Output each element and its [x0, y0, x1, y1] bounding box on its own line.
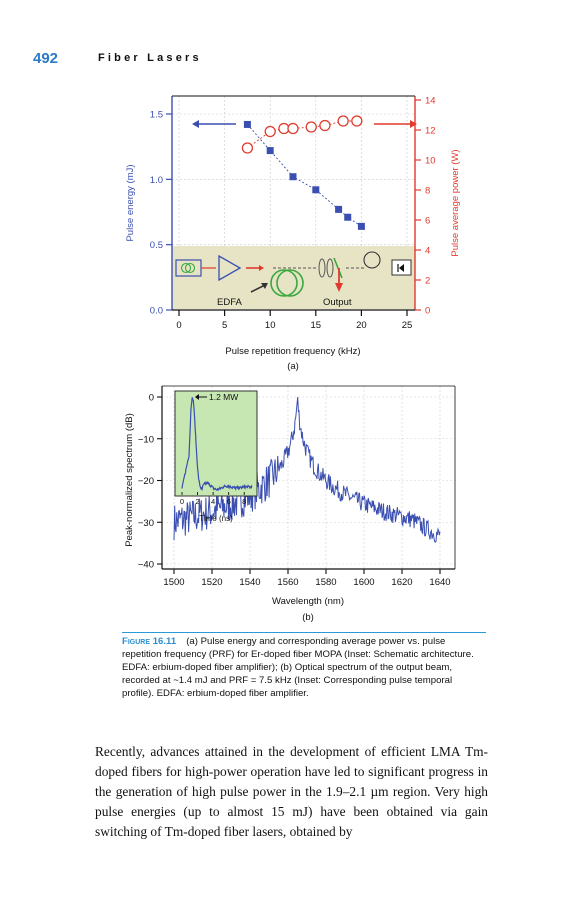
inset-x-label: Time (ns) — [199, 514, 233, 523]
amplifier-triangle-icon — [218, 254, 242, 282]
data-point-circle — [319, 119, 331, 132]
right-series-arrow-icon — [410, 120, 417, 128]
y2-tick-label: 4 — [425, 246, 430, 257]
x-axis-label: Wavelength (nm) — [272, 596, 344, 607]
y2-tick-label: 8 — [425, 186, 430, 197]
inset-ticks: 0 2 4 6 8 — [180, 492, 246, 506]
edfa-pointer-arrow-icon — [261, 283, 268, 289]
x-tick-label: 10 — [265, 320, 276, 331]
y2-tick-label: 10 — [425, 156, 436, 167]
inset-label-output: Output — [323, 297, 352, 308]
seed-coil-icon — [180, 262, 192, 274]
x-tick-label: 25 — [402, 320, 413, 331]
inset-schematic-background — [172, 246, 415, 309]
inset-label-edfa: EDFA — [217, 297, 242, 308]
left-series-arrow-icon — [192, 120, 199, 128]
running-title: Fiber Lasers — [98, 52, 202, 64]
inset-x-tick-label: 8 — [242, 497, 246, 506]
data-point-circle — [264, 125, 276, 138]
data-point-square — [312, 186, 320, 194]
inset-x-tick-label: 4 — [211, 497, 215, 506]
y2-tick-label: 2 — [425, 276, 430, 287]
x-tick-label: 1540 — [239, 577, 260, 588]
y-tick-label: 1.5 — [150, 110, 163, 121]
x-tick-label: 1500 — [163, 577, 184, 588]
inset-schematic: EDFA Output — [175, 251, 412, 308]
x-tick-label: 1600 — [353, 577, 374, 588]
x-tick-label: 1620 — [391, 577, 412, 588]
inset-x-tick-label: 6 — [227, 497, 231, 506]
x-tick-label: 15 — [311, 320, 322, 331]
x-tick-label: 1560 — [277, 577, 298, 588]
y-tick-label: 0 — [149, 393, 154, 404]
figure-a-series — [241, 115, 365, 230]
figure-a: EDFA Output 0 5 10 15 20 25 0.0 0.5 1.0 1.5 0 2 4 6 8 1… — [125, 95, 461, 372]
data-point-square — [266, 147, 274, 155]
y-tick-label: 0.5 — [150, 240, 163, 251]
x-tick-label: 1580 — [315, 577, 336, 588]
series-right-line — [247, 120, 357, 149]
data-point-square — [344, 213, 352, 221]
inset-annotation: 1.2 MW — [209, 392, 238, 402]
panel-label-b: (b) — [302, 612, 314, 623]
x-tick-label: 20 — [356, 320, 367, 331]
y2-tick-label: 0 — [425, 306, 430, 317]
y2-tick-label: 14 — [425, 96, 436, 107]
y-tick-label: −10 — [138, 434, 154, 445]
data-point-square — [243, 120, 251, 128]
x-tick-label: 1640 — [429, 577, 450, 588]
y-tick-label: −30 — [138, 518, 154, 529]
figure-b-ticks: 1500 1520 1540 1560 1580 1600 1620 1640 0 −10 −20 −… — [138, 393, 451, 589]
y-tick-label: −40 — [138, 560, 154, 571]
data-point-square — [289, 173, 297, 181]
y-tick-label: −20 — [138, 476, 154, 487]
data-point-circle — [337, 115, 349, 127]
x-tick-label: 1520 — [201, 577, 222, 588]
data-point-circle — [351, 115, 363, 127]
inset-annotation-arrow-icon — [195, 394, 199, 400]
output-arrow-icon — [335, 283, 343, 292]
y-tick-label: 0.0 — [150, 306, 163, 317]
data-point-circle — [305, 121, 317, 133]
figure-a-ticks: 0 5 10 15 20 25 0.0 0.5 1.0 1.5 0 2 4 6 8 10 12 14 — [150, 96, 436, 332]
isolator-icon — [318, 258, 326, 278]
output-coil-icon — [363, 251, 381, 269]
figure-caption: Figure 16.11 (a) Pulse energy and corresp… — [122, 632, 486, 700]
body-paragraph: Recently, advances attained in the devel… — [95, 744, 488, 839]
y-tick-label: 1.0 — [150, 175, 163, 186]
x-axis-label: Pulse repetition frequency (kHz) — [225, 346, 360, 357]
spectrum-line — [173, 396, 441, 543]
x-tick-label: 0 — [176, 320, 181, 331]
inset-x-tick-label: 0 — [180, 497, 184, 506]
y2-axis-label: Pulse average power (W) — [450, 149, 461, 256]
caption-text: (a) Pulse energy and corresponding avera… — [122, 636, 474, 700]
series-left-line — [247, 124, 362, 227]
inset-pulse-line — [181, 397, 253, 492]
x-tick-label: 5 — [222, 320, 227, 331]
inset-pulse-background — [174, 390, 258, 497]
inset-x-tick-label: 2 — [195, 497, 199, 506]
page-number: 492 — [33, 50, 59, 67]
data-point-circle — [241, 142, 254, 154]
data-point-square — [357, 222, 365, 230]
y2-tick-label: 12 — [425, 126, 436, 137]
y-axis-label: Peak-normalized spectrum (dB) — [124, 413, 135, 547]
data-point-circle — [287, 122, 299, 135]
fiber-coil-icon — [270, 269, 298, 297]
y2-tick-label: 6 — [425, 216, 430, 227]
figure-b: 1500 1520 1540 1560 1580 1600 1620 1640 0 −10 −20 −… — [124, 385, 456, 623]
y-axis-label: Pulse energy (mJ) — [125, 164, 136, 241]
photodiode-icon — [399, 264, 404, 272]
caption-label: Figure 16.11 — [122, 636, 177, 647]
panel-label-a: (a) — [287, 361, 299, 372]
data-point-square — [335, 205, 343, 213]
